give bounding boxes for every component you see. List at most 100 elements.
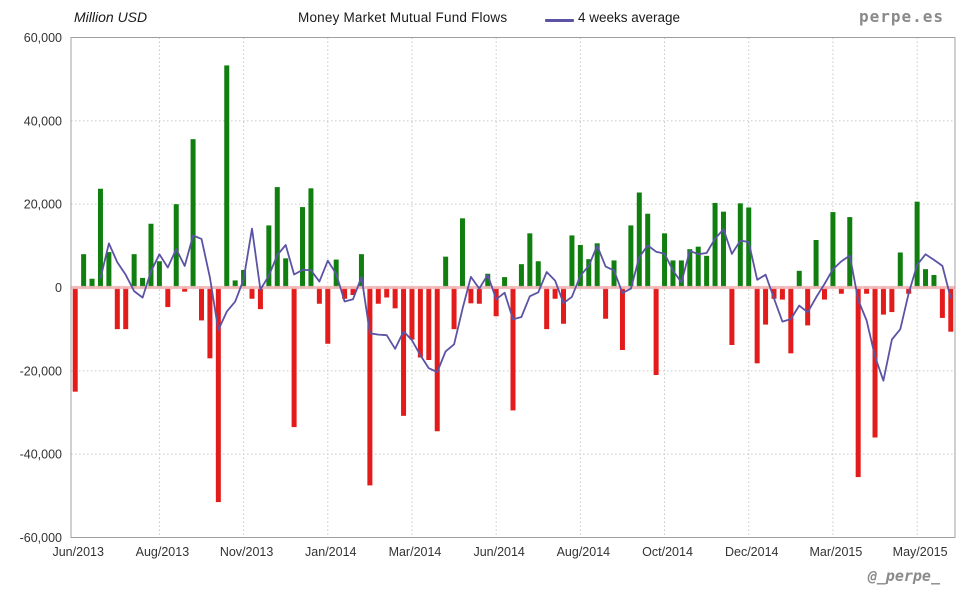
legend-line-swatch [545,19,574,22]
flow-bar-negative [342,287,348,299]
flow-bar-positive [156,261,162,288]
flow-bar-positive [577,245,583,288]
flow-bar-positive [283,258,289,288]
flow-bar-positive [443,256,449,288]
flow-bar-positive [586,259,592,288]
flow-bar-positive [106,252,112,288]
flow-bar-positive [485,273,491,288]
flow-bar-negative [493,287,499,317]
flow-bar-positive [737,203,743,288]
flow-bar-negative [822,287,828,300]
flow-bar-positive [670,260,676,288]
flow-bar-negative [468,287,474,304]
flow-bar-positive [308,188,314,288]
y-axis-tick-label: 40,000 [24,114,62,128]
flow-bar-negative [771,287,777,299]
flow-bar-negative [392,287,398,309]
flow-bar-negative [889,287,895,313]
flow-bar-positive [300,207,306,288]
flow-bar-positive [459,218,465,288]
flow-bar-positive [81,254,87,288]
flow-bar-negative [316,287,322,304]
flow-bar-negative [434,287,440,432]
flow-bar-positive [266,225,272,288]
flow-bar-positive [662,233,668,288]
flow-bar-negative [544,287,550,330]
flow-bar-negative [619,287,625,350]
flow-bar-positive [518,264,524,288]
flow-bar-negative [653,287,659,375]
x-axis-tick-label: May/2015 [893,545,948,559]
flow-bar-positive [746,207,752,288]
flow-bar-negative [215,287,221,503]
zero-axis-line [71,285,955,290]
chart-title: Money Market Mutual Fund Flows [298,10,508,25]
flow-bar-negative [375,287,381,304]
flow-bar-positive [232,280,238,288]
average-line [99,227,952,382]
flow-bar-positive [636,192,642,288]
legend-label: 4 weeks average [578,10,681,25]
flow-bar-negative [855,287,861,478]
flow-bar-negative [207,287,213,359]
x-axis-tick-label: Oct/2014 [642,545,693,559]
flow-bar-positive [678,260,684,288]
flow-bar-positive [897,252,903,288]
flow-bar-positive [695,246,701,288]
flow-bar-negative [880,287,886,315]
flow-bar-negative [409,287,415,340]
x-axis-tick-label: Aug/2014 [557,545,611,559]
flow-bar-negative [552,287,558,299]
flow-bar-positive [628,225,634,288]
flow-bar-positive [190,139,196,288]
flow-bar-positive [502,277,508,288]
flow-bar-positive [148,223,154,288]
flow-bar-positive [140,277,146,288]
flow-bar-positive [847,217,853,288]
flow-bar-negative [788,287,794,354]
y-axis-tick-label: 20,000 [24,198,62,212]
plot-border [70,37,956,538]
flow-bar-negative [182,287,188,292]
flow-bar-positive [712,202,718,288]
flow-bar-positive [796,270,802,288]
y-axis-tick-label: 60,000 [24,31,62,45]
x-axis-tick-label: Dec/2014 [725,545,779,559]
flow-bar-negative [257,287,263,310]
flow-bar-positive [813,240,819,288]
flow-bar-positive [594,243,600,288]
flow-bar-positive [931,275,937,288]
flow-bar-positive [720,211,726,288]
brand-logo-text: perpe.es [858,7,944,26]
x-axis-tick-label: Jan/2014 [305,545,356,559]
flow-bar-negative [872,287,878,438]
flow-bar-positive [535,261,541,288]
flow-bar-positive [274,187,280,288]
flow-bar-negative [367,287,373,486]
flow-bar-negative [939,287,945,318]
flow-bar-negative [123,287,129,330]
flow-bar-negative [805,287,811,326]
x-axis-tick-label: Aug/2013 [136,545,190,559]
flow-bar-negative [763,287,769,325]
flow-bar-negative [350,287,356,295]
flow-bar-positive [569,235,575,288]
flow-bar-negative [165,287,171,308]
x-axis-tick-label: Nov/2013 [220,545,274,559]
y-axis-tick-label: 0 [55,281,62,295]
flow-bar-negative [72,287,78,392]
flow-bar-positive [611,260,617,288]
flow-bar-negative [451,287,457,330]
flow-bar-negative [948,287,954,332]
flow-bar-positive [645,213,651,288]
flow-bar-negative [603,287,609,319]
flow-bar-negative [561,287,567,324]
flow-bar-negative [114,287,120,330]
flow-bar-positive [687,249,693,288]
y-axis-tick-label: -60,000 [20,531,62,545]
flow-bar-negative [476,287,482,304]
flow-bar-positive [358,254,364,288]
y-axis-tick-label: -20,000 [20,364,62,378]
flow-bar-negative [384,287,390,298]
